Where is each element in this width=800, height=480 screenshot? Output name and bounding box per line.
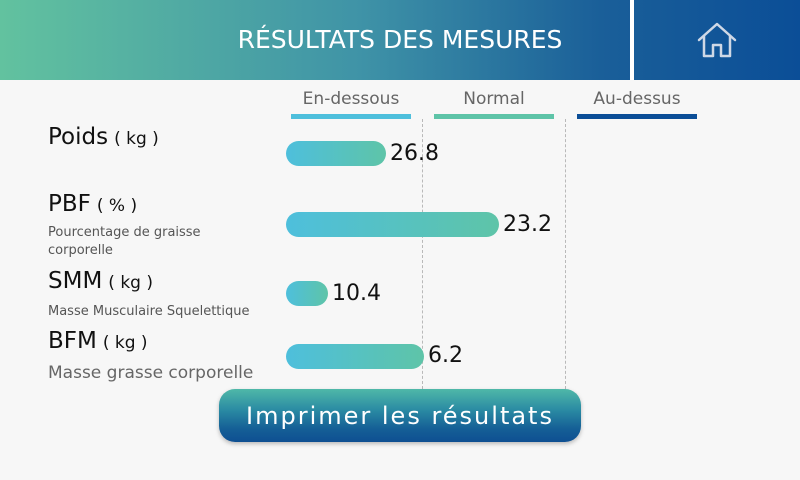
row-label-smm: SMM( kg ): [48, 268, 154, 294]
column-header-below: En-dessous: [302, 89, 400, 109]
header-divider: [630, 0, 634, 80]
row-subtitle-pbf: Pourcentage de graisse corporelle: [48, 225, 201, 258]
row-label-poids: Poids( kg ): [48, 124, 159, 150]
bar-smm: [286, 281, 328, 306]
column-header-above: Au-dessus: [593, 89, 681, 109]
value-smm: 10.4: [332, 281, 381, 306]
bar-poids: [286, 141, 386, 166]
page-title: RÉSULTATS DES MESURES: [237, 25, 563, 54]
column-header-normal: Normal: [463, 89, 525, 109]
print-results-button[interactable]: Imprimer les résultats: [219, 389, 581, 442]
range-divider-normal-end: [565, 119, 566, 389]
value-poids: 26.8: [390, 141, 439, 166]
header-bar: RÉSULTATS DES MESURES: [0, 0, 800, 80]
row-label-bfm: BFM( kg ): [48, 328, 148, 354]
row-label-pbf: PBF( % ): [48, 191, 138, 217]
column-line-normal: [434, 114, 554, 119]
range-divider-normal-start: [422, 119, 423, 389]
row-subtitle-smm: Masse Musculaire Squelettique: [48, 304, 250, 319]
row-subtitle-bfm: Masse grasse corporelle: [48, 363, 254, 383]
column-line-above: [577, 114, 697, 119]
home-icon: [697, 22, 737, 58]
value-bfm: 6.2: [428, 343, 463, 368]
home-button[interactable]: [634, 0, 800, 80]
column-line-below: [291, 114, 411, 119]
bar-bfm: [286, 344, 424, 369]
value-pbf: 23.2: [503, 212, 552, 237]
bar-pbf: [286, 212, 499, 237]
